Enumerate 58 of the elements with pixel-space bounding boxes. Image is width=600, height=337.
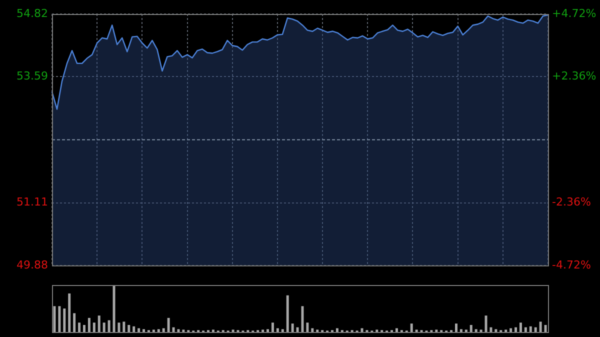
bar: [108, 320, 110, 332]
bar: [88, 318, 90, 332]
bar: [524, 327, 527, 332]
bar: [138, 328, 140, 332]
y-tick-label: 54.82: [16, 6, 48, 20]
bar: [490, 327, 492, 332]
bar: [470, 324, 472, 332]
bar: [98, 316, 100, 332]
bar: [157, 329, 160, 332]
bar: [162, 328, 165, 332]
bar: [410, 324, 413, 332]
bar: [118, 322, 120, 332]
bar: [78, 322, 81, 332]
bar: [474, 329, 478, 332]
bar: [73, 313, 76, 332]
bar: [306, 322, 309, 332]
bar: [68, 293, 71, 332]
bar: [128, 324, 130, 332]
bar: [529, 326, 532, 332]
y-tick-label: 51.11: [16, 196, 48, 209]
y-tick-label: 49.88: [16, 258, 48, 272]
bar: [494, 329, 498, 332]
bar: [296, 327, 299, 332]
bar: [539, 322, 542, 332]
bar: [395, 328, 398, 332]
bar: [336, 328, 338, 332]
bar: [92, 322, 96, 332]
bar: [519, 322, 522, 332]
bar: [177, 329, 180, 332]
bar: [544, 324, 547, 332]
bar: [58, 306, 61, 332]
bar: [291, 324, 294, 332]
bar: [311, 328, 314, 332]
bar: [301, 306, 304, 332]
bar: [102, 322, 106, 332]
bar: [122, 322, 126, 332]
bar: [63, 308, 66, 332]
bar: [271, 322, 274, 332]
bar: [455, 324, 458, 332]
bar: [142, 329, 145, 332]
bar: [276, 328, 279, 332]
y2-tick-label: -4.72%: [552, 258, 591, 272]
y2-tick-label: -2.36%: [552, 195, 591, 208]
bar: [167, 318, 170, 332]
bar: [172, 327, 175, 332]
y-tick-label: 53.59: [16, 69, 48, 82]
bar: [514, 327, 517, 332]
bar: [510, 328, 512, 332]
bar: [83, 324, 86, 332]
bar: [53, 306, 56, 332]
bar: [534, 327, 537, 332]
bar: [132, 326, 136, 332]
bar: [281, 329, 284, 332]
bar: [266, 329, 269, 332]
y2-tick-label: +4.72%: [552, 6, 596, 20]
bar: [460, 329, 462, 332]
bar: [286, 295, 289, 332]
y2-tick-label: +2.36%: [552, 70, 596, 83]
